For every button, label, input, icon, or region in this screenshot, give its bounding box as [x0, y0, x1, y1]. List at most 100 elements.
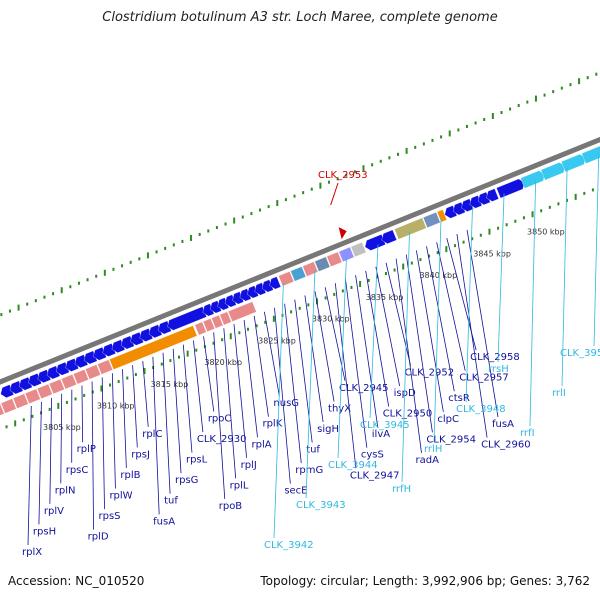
rna-leader-line [369, 244, 379, 419]
rna-gene-label: rrfH [392, 484, 411, 495]
inner-tick-mark [74, 397, 77, 401]
gene-leader-line [60, 393, 63, 484]
gene-leader-line [182, 344, 193, 453]
outer-tick-mark [207, 229, 210, 233]
gene-label: ilvA [372, 429, 390, 440]
gene-leader-line [142, 360, 149, 427]
rrna-feature [85, 364, 101, 380]
inner-tick-mark [471, 237, 474, 241]
inner-tick-mark [557, 202, 560, 206]
inner-tick-mark [393, 268, 396, 272]
gene-label: rplD [88, 532, 109, 543]
inner-tick-mark [505, 223, 508, 227]
outer-tick-mark [198, 232, 201, 236]
rna-gene-label: rrlH [424, 444, 442, 455]
gene-label: rpsH [33, 526, 56, 537]
inner-tick-mark [264, 320, 267, 324]
outer-tick-mark [440, 135, 443, 139]
inner-tick-mark [186, 350, 189, 357]
gene-leader-line [101, 377, 105, 510]
outer-tick-mark [69, 285, 72, 289]
outer-tick-mark [8, 309, 11, 313]
rna-leader-line [465, 206, 473, 403]
outer-tick-mark [345, 173, 348, 177]
outer-tick-mark [181, 239, 184, 243]
gene-leader-line [385, 262, 411, 366]
outer-tick-mark [491, 113, 494, 120]
gene-label: rplB [120, 470, 140, 481]
rrna-feature [60, 373, 77, 390]
gene-label: rplA [252, 439, 272, 450]
outer-tick-mark [509, 107, 512, 111]
gene-label: tuf [164, 496, 178, 507]
gene-label: clpC [437, 414, 459, 425]
gene-label: CLK_2950 [383, 409, 433, 420]
rna-gene-label: CLK_3948 [456, 404, 506, 415]
inner-tick-mark [5, 425, 8, 429]
gene-label: rpmG [295, 465, 323, 476]
gene-block-feature [436, 209, 448, 223]
cds-arrow-feature [381, 229, 398, 245]
inner-tick-mark [65, 400, 68, 404]
gene-label: nusG [273, 398, 299, 409]
gene-block-feature [290, 266, 307, 282]
kbp-scale-label: 3840 kbp [419, 271, 457, 280]
gene-block-feature [338, 246, 355, 263]
kbp-scale-label: 3825 kbp [258, 336, 296, 345]
outer-tick-mark [17, 304, 20, 311]
kbp-scale-label: 3850 kbp [527, 228, 565, 237]
outer-tick-mark [267, 205, 270, 209]
gene-leader-line [375, 266, 401, 387]
outer-tick-mark [586, 76, 589, 80]
gene-label: ctsR [448, 393, 470, 404]
gene-label: fusA [492, 419, 514, 430]
gene-leader-line [274, 307, 291, 484]
rrna-feature [194, 321, 207, 336]
gene-leader-line [49, 397, 52, 504]
rrna-feature [219, 311, 232, 326]
highlight-marker [338, 227, 347, 240]
rrna-feature [48, 378, 65, 395]
map-title: Clostridium botulinum A3 str. Loch Maree… [102, 10, 498, 25]
inner-tick-mark [229, 333, 232, 340]
outer-tick-mark [276, 200, 279, 207]
rna-gene-label: CLK_3942 [264, 540, 314, 551]
inner-tick-mark [583, 191, 586, 195]
rna-gene-label: rrfI [520, 428, 535, 439]
inner-tick-mark [540, 209, 543, 213]
rna-leader-line [337, 257, 347, 459]
inner-tick-mark [428, 254, 431, 258]
inner-tick-mark [376, 275, 379, 279]
outer-tick-mark [457, 128, 460, 132]
inner-tick-mark [488, 228, 491, 235]
inner-tick-mark [359, 280, 362, 287]
outer-tick-mark [560, 86, 563, 90]
outer-tick-mark [86, 278, 89, 282]
gene-label: CLK_2957 [459, 373, 509, 384]
kbp-scale-label: 3845 kbp [473, 249, 511, 258]
inner-tick-mark [134, 373, 137, 377]
inner-tick-mark [324, 296, 327, 300]
gene-label: rplJ [241, 460, 257, 471]
gene-label: radA [415, 455, 439, 466]
outer-tick-mark [578, 78, 581, 85]
gene-leader-line [436, 242, 466, 371]
outer-tick-mark [534, 95, 537, 102]
kbp-scale-label: 3830 kbp [312, 315, 350, 324]
outer-tick-mark [371, 163, 374, 167]
outer-tick-mark [284, 198, 287, 202]
gene-leader-line [294, 299, 313, 443]
gene-leader-line [193, 340, 204, 433]
rrna-feature [202, 318, 215, 333]
genome-summary: Topology: circular; Length: 3,992,906 bp… [260, 574, 590, 588]
inner-tick-mark [100, 385, 103, 392]
outer-tick-mark [146, 252, 149, 259]
gene-leader-line [132, 365, 138, 448]
outer-tick-mark [543, 93, 546, 97]
rna-leader-line [305, 269, 316, 499]
inner-tick-mark [591, 188, 594, 192]
outer-tick-mark [233, 217, 236, 224]
gene-label: CLK_2952 [405, 367, 455, 378]
inner-tick-mark [445, 246, 448, 253]
